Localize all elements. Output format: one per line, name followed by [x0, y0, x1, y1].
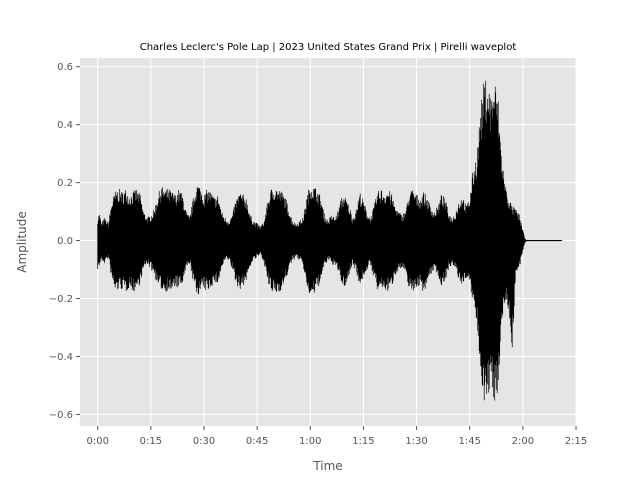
x-tick-label: 2:15	[565, 436, 587, 447]
x-tick-label: 0:30	[193, 436, 215, 447]
x-tick-label: 0:15	[140, 436, 162, 447]
waveform-envelope	[97, 80, 563, 401]
x-tick-label: 1:45	[458, 436, 480, 447]
y-tick-label: 0.6	[57, 62, 73, 73]
chart-title: Charles Leclerc's Pole Lap | 2023 United…	[140, 42, 517, 53]
y-tick-label: −0.2	[49, 294, 73, 305]
x-tick-label: 1:15	[352, 436, 374, 447]
waveform	[97, 80, 563, 401]
x-axis-label: Time	[312, 459, 342, 473]
y-tick-label: 0.4	[57, 120, 73, 131]
y-axis-label: Amplitude	[15, 211, 29, 273]
x-tick-label: 1:30	[405, 436, 427, 447]
x-tick-label: 0:45	[246, 436, 268, 447]
x-tick-label: 0:00	[86, 436, 108, 447]
y-tick-label: 0.0	[57, 236, 73, 247]
y-tick-label: −0.4	[49, 352, 73, 363]
y-tick-label: −0.6	[49, 410, 73, 421]
axis-ticks: 0:00 0:15 0:30 0:45 1:00 1:15 1:30 1:45 2:00 2:15…	[49, 62, 588, 447]
y-tick-label: 0.2	[57, 178, 73, 189]
x-tick-label: 1:00	[299, 436, 321, 447]
x-tick-label: 2:00	[512, 436, 534, 447]
